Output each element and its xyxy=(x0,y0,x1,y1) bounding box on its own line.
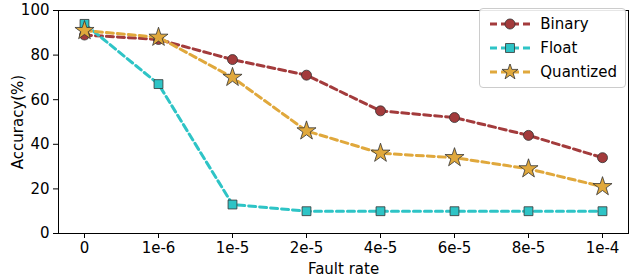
svg-text:6e-5: 6e-5 xyxy=(438,239,472,257)
svg-text:20: 20 xyxy=(30,180,49,198)
svg-text:2e-5: 2e-5 xyxy=(290,239,324,257)
svg-text:0: 0 xyxy=(80,239,90,257)
svg-text:40: 40 xyxy=(30,135,49,153)
html-text:Quantized: Quantized xyxy=(540,63,617,81)
svg-text:100: 100 xyxy=(21,1,50,19)
svg-text:0: 0 xyxy=(40,224,50,242)
svg-text:80: 80 xyxy=(30,46,49,64)
html-text:Float: Float xyxy=(540,39,578,57)
svg-text:4e-5: 4e-5 xyxy=(364,239,398,257)
svg-text:Fault rate: Fault rate xyxy=(308,260,379,278)
html-text:Binary: Binary xyxy=(540,15,589,33)
svg-text:1e-5: 1e-5 xyxy=(216,239,250,257)
svg-text:1e-4: 1e-4 xyxy=(586,239,620,257)
svg-text:Accuracy(%): Accuracy(%) xyxy=(9,75,27,169)
svg-text:60: 60 xyxy=(30,91,49,109)
svg-text:8e-5: 8e-5 xyxy=(512,239,546,257)
svg-text:1e-6: 1e-6 xyxy=(142,239,176,257)
